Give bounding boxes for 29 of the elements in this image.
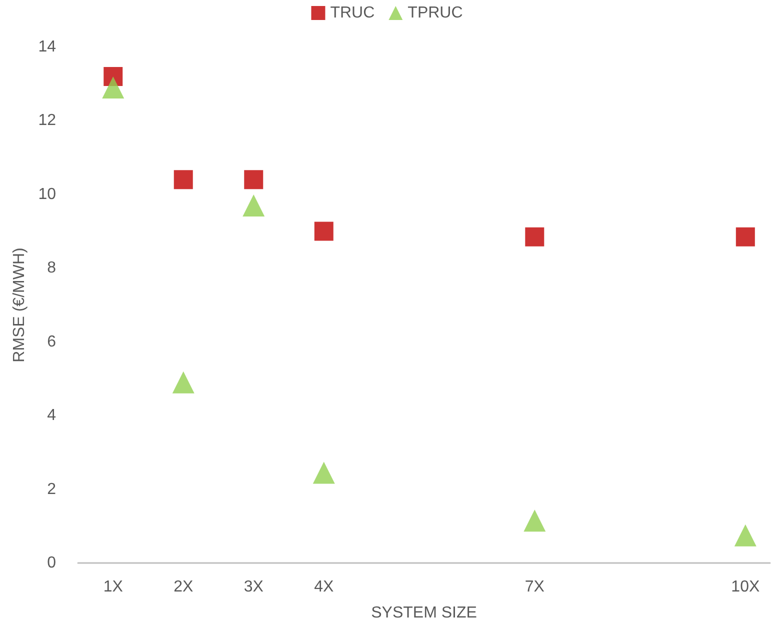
point (734, 524, 756, 546)
legend-label: TRUC (330, 4, 375, 22)
point (174, 170, 193, 190)
y-tick-label: 10 (38, 186, 56, 203)
x-tick-label: 3X (244, 578, 264, 596)
y-tick-label: 6 (47, 333, 56, 350)
point (244, 170, 264, 190)
x-tick-label: 2X (174, 578, 194, 596)
point (314, 222, 334, 241)
point (524, 510, 546, 532)
legend-label: TPRUC (408, 4, 463, 22)
point (736, 227, 755, 246)
y-tick-label: 8 (47, 260, 56, 277)
point (312, 462, 335, 484)
x-tick-label: 10X (731, 578, 760, 596)
x-axis-title: SYSTEM SIZE (371, 604, 477, 622)
point (525, 227, 544, 246)
x-tick-label: 7X (524, 578, 545, 596)
y-tick-label: 4 (47, 407, 56, 424)
y-tick-label: 0 (47, 554, 56, 572)
x-tick-label: 4X (314, 578, 334, 596)
y-tick-label: 2 (47, 480, 56, 498)
point (172, 371, 194, 394)
y-axis-title: RMSE (€/MWH) (10, 248, 28, 362)
point (242, 194, 265, 216)
x-tick-label: 1X (103, 578, 124, 596)
point (102, 76, 124, 99)
y-tick-label: 12 (38, 112, 56, 130)
y-tick-label: 14 (38, 38, 56, 56)
